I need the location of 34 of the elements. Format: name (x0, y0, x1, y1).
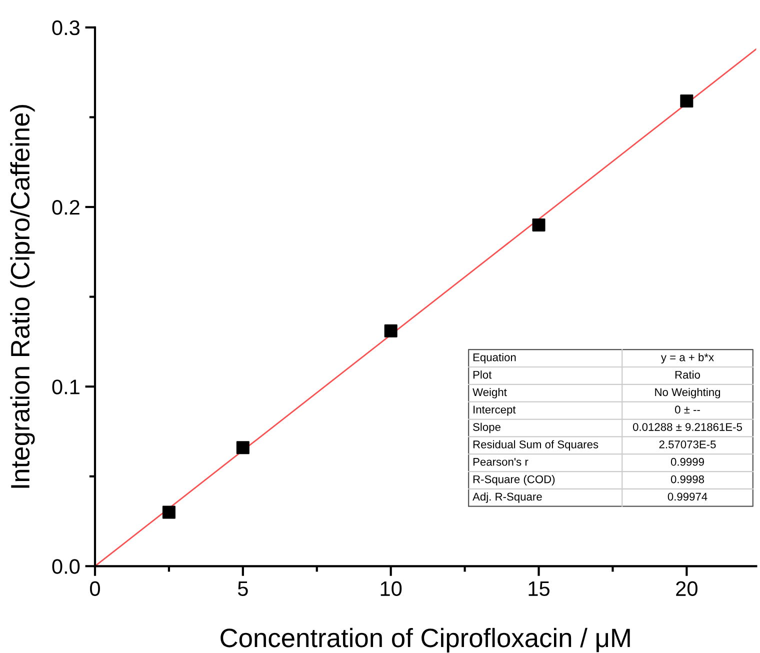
point (532, 218, 546, 232)
annotation: 0.99974 (668, 492, 708, 501)
annotation: Equation (473, 353, 516, 364)
annotation: No Weighting (655, 388, 720, 398)
annotation: Plot (473, 370, 492, 379)
x-tick-label: 10 (380, 581, 402, 596)
annotation: Pearson's r (473, 458, 528, 466)
annotation: R-Square (COD) (473, 475, 555, 486)
annotation: y = a + b*x (660, 353, 714, 364)
y-tick-label: 0.1 (52, 380, 80, 394)
x-tick-label: 20 (676, 581, 698, 596)
x-axis-title: Concentration of Ciprofloxacin / μM (220, 628, 630, 653)
annotation: Residual Sum of Squares (473, 440, 598, 451)
point (162, 506, 176, 519)
annotation: Slope (473, 422, 500, 434)
point (680, 94, 694, 108)
y-tick-label: 0.0 (52, 559, 80, 574)
y-axis-title: Integration Ratio (Cipro/Caffeine) (10, 105, 35, 488)
y-tick-label: 0.3 (52, 20, 80, 36)
y-tick-label: 0.2 (52, 200, 80, 215)
annotation: Weight (472, 388, 507, 398)
annotation: 2.57073E-5 (659, 440, 716, 448)
annotation: 0.01288 ± 9.21861E-5 (632, 423, 742, 431)
x-tick-label: 5 (238, 582, 248, 596)
annotation: Ratio (675, 370, 700, 379)
point (384, 324, 398, 338)
x-tick-label: 0 (90, 581, 100, 596)
annotation: 0.9999 (670, 458, 704, 466)
annotation: Intercept (474, 406, 516, 416)
point (236, 441, 250, 454)
annotation: 0 ± -- (675, 406, 700, 414)
annotation: Adj. R-Square (472, 492, 542, 503)
x-tick-label: 15 (528, 582, 550, 596)
annotation: 0.9998 (670, 475, 704, 484)
